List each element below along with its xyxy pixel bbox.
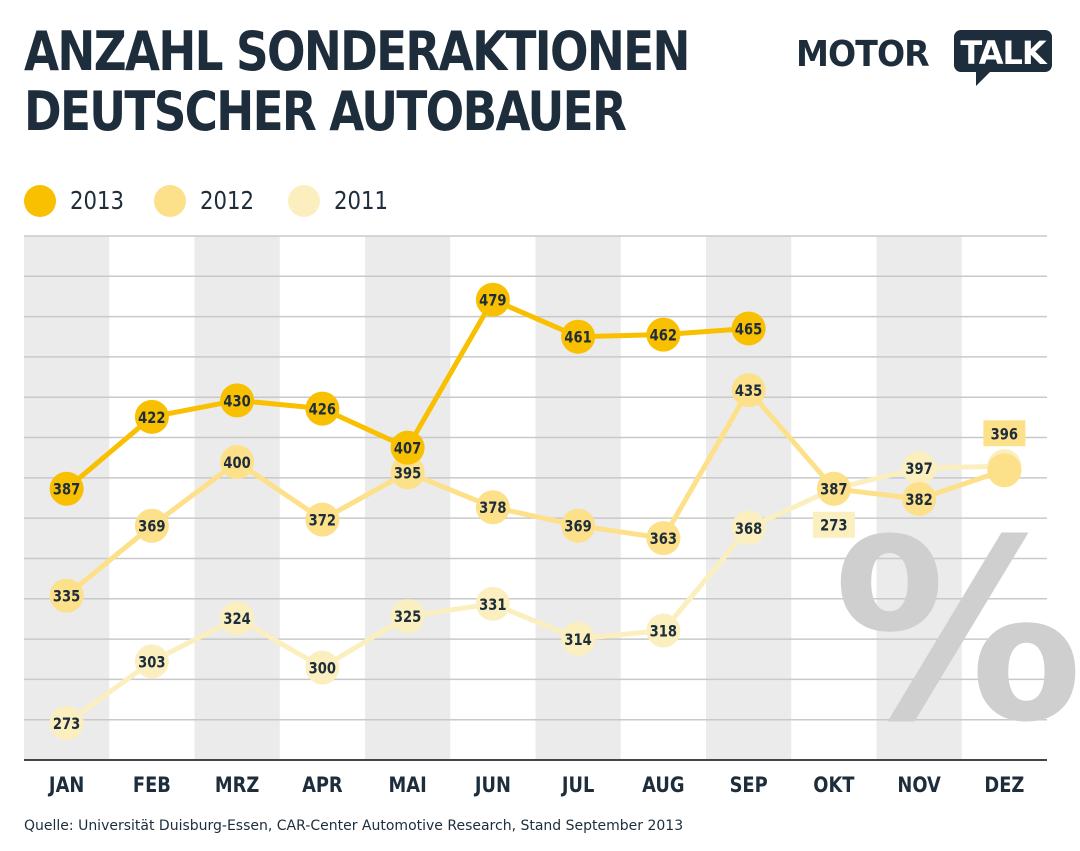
data-label-2011-aug: 318 (650, 622, 677, 641)
data-point-2012-aug (646, 521, 681, 556)
x-tick-label-mai: MAI (389, 773, 427, 798)
logo-motor-text: MOTOR (796, 34, 930, 75)
data-label-2013-mrz: 430 (223, 392, 250, 411)
data-label-2013-aug: 462 (650, 326, 677, 345)
data-label-2011-nov: 397 (905, 460, 932, 479)
source-note: Quelle: Universität Duisburg-Essen, CAR-… (24, 818, 684, 834)
data-label-2011-okt: 273 (820, 517, 847, 536)
data-point-2011-aug (646, 613, 681, 648)
data-point-2011-apr (305, 650, 340, 685)
data-point-2013-jan (49, 471, 84, 506)
x-tick-label-jan: JAN (47, 773, 84, 798)
legend-dot-2013 (24, 185, 56, 217)
data-point-2011-feb (134, 644, 169, 679)
data-label-2013-apr: 426 (309, 400, 336, 419)
month-band-mrz (194, 236, 280, 760)
x-tick-label-sep: SEP (730, 773, 768, 798)
data-point-2013-jun (475, 282, 510, 317)
data-label-2011-jun: 331 (479, 596, 506, 615)
data-point-2013-aug (646, 317, 681, 352)
data-point-2013-jul (561, 319, 596, 354)
data-point-2011-jul (561, 621, 596, 656)
data-label-2012-dez: 396 (991, 425, 1018, 444)
x-tick-label-dez: DEZ (984, 773, 1024, 798)
x-tick-label-jul: JUL (560, 773, 594, 798)
data-point-2012-jun (475, 490, 510, 525)
x-tick-label-apr: APR (302, 773, 343, 798)
data-label-2011-mai: 325 (394, 608, 421, 627)
page-title: ANZAHL SONDERAKTIONEN DEUTSCHER AUTOBAUE… (24, 20, 690, 143)
data-label-2012-feb: 369 (138, 518, 165, 537)
data-point-2012-apr (305, 502, 340, 537)
data-label-2013-jun: 479 (479, 291, 506, 310)
data-label-2012-mrz: 400 (223, 454, 250, 473)
x-tick-label-aug: AUG (642, 773, 684, 798)
data-point-2012-jul (561, 508, 596, 543)
data-point-2012-feb (134, 508, 169, 543)
data-point-2011-jun (475, 586, 510, 621)
data-point-2012-mai (390, 455, 425, 490)
data-label-2013-jan: 387 (53, 481, 80, 500)
data-label-2012-nov: 382 (905, 491, 932, 510)
data-label-2012-jan: 335 (53, 587, 80, 606)
data-label-2013-jul: 461 (564, 328, 591, 347)
data-point-2012-mrz (220, 445, 255, 480)
data-label-2011-jul: 314 (564, 631, 591, 650)
legend-dot-2011 (288, 185, 320, 217)
legend-label-2013: 2013 (70, 186, 125, 215)
data-label-2013-sep: 465 (735, 320, 762, 339)
title-line-1: ANZAHL SONDERAKTIONEN (24, 20, 690, 83)
legend-label-2012: 2012 (200, 186, 255, 215)
data-label-2012-jun: 378 (479, 499, 506, 518)
data-label-2012-okt: 387 (820, 481, 847, 500)
data-label-2012-sep: 435 (735, 382, 762, 401)
data-label-2013-mai: 407 (394, 439, 421, 458)
legend-label-2011: 2011 (334, 186, 389, 215)
watermark-percent: % (833, 486, 1080, 777)
data-label-2012-jul: 369 (564, 518, 591, 537)
data-point-2012-nov (902, 482, 937, 517)
data-label-2012-mai: 395 (394, 464, 421, 483)
data-point-2012-sep (731, 373, 766, 408)
data-point-2011-jan (49, 706, 84, 741)
data-label-2013-feb: 422 (138, 409, 165, 428)
data-point-2013-mai (390, 430, 425, 465)
data-box-2011-okt (812, 511, 855, 538)
speech-bubble-icon: TALK (954, 30, 1052, 86)
logo-talk-text: TALK (960, 34, 1046, 72)
data-label-2011-jan: 273 (53, 715, 80, 734)
data-point-2011-sep (731, 510, 766, 545)
x-tick-label-mrz: MRZ (215, 773, 259, 798)
data-point-2013-apr (305, 391, 340, 426)
data-label-2011-feb: 303 (138, 653, 165, 672)
data-point-2013-feb (134, 399, 169, 434)
data-point-2012-okt (816, 471, 851, 506)
data-point-2012-dez (987, 453, 1022, 488)
month-band-jul (535, 236, 621, 760)
data-label-2011-sep: 368 (735, 520, 762, 539)
data-point-2013-mrz (220, 383, 255, 418)
data-label-2012-apr: 372 (309, 511, 336, 530)
month-band-mai (365, 236, 451, 760)
data-label-2011-mrz: 324 (223, 610, 250, 629)
legend-dot-2012 (154, 185, 186, 217)
data-box-2012-dez (983, 420, 1026, 447)
x-tick-label-okt: OKT (813, 773, 855, 798)
data-point-2012-jan (49, 578, 84, 613)
data-point-2011-nov (902, 451, 937, 486)
data-point-2011-mai (390, 599, 425, 634)
data-label-2012-aug: 363 (650, 530, 677, 549)
x-tick-label-jun: JUN (473, 773, 511, 798)
data-point-2011-mrz (220, 601, 255, 636)
x-tick-label-nov: NOV (897, 773, 940, 798)
title-line-2: DEUTSCHER AUTOBAUER (24, 80, 627, 143)
data-label-2011-apr: 300 (309, 659, 336, 678)
data-point-2013-sep (731, 311, 766, 346)
x-tick-label-feb: FEB (133, 773, 171, 798)
